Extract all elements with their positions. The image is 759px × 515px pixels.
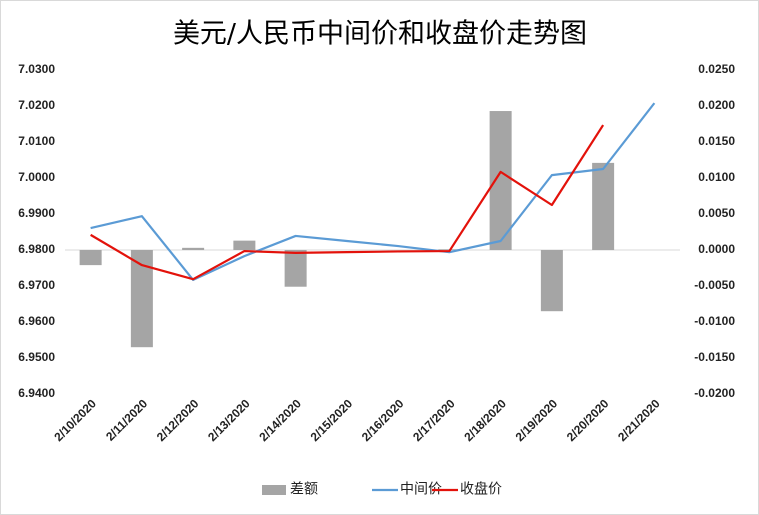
bar — [489, 111, 512, 250]
y2-tick-label: -0.0100 — [694, 314, 735, 328]
line — [90, 124, 605, 281]
y2-tick-label: 0.0250 — [698, 62, 735, 76]
line — [90, 102, 656, 281]
y2-tick-label: 0.0100 — [698, 170, 735, 184]
y2-tick-label: 0.0150 — [698, 134, 735, 148]
bar — [540, 250, 563, 312]
y-tick-label: 6.9500 — [18, 350, 55, 364]
y-tick-label: 7.0300 — [18, 62, 55, 76]
y2-tick-label: 0.0000 — [698, 242, 735, 256]
y-tick-label: 6.9900 — [18, 206, 55, 220]
bar — [182, 247, 205, 250]
y2-tick-label: -0.0050 — [694, 278, 735, 292]
bar — [284, 250, 307, 287]
y2-tick-label: -0.0200 — [694, 386, 735, 400]
y-tick-label: 7.0200 — [18, 98, 55, 112]
y-tick-label: 6.9400 — [18, 386, 55, 400]
y2-tick-label: -0.0150 — [694, 350, 735, 364]
y2-tick-label: 0.0200 — [698, 98, 735, 112]
bar — [79, 250, 102, 266]
bar — [130, 250, 153, 348]
legend-label: 中间价 — [400, 481, 442, 497]
legend-label: 收盘价 — [460, 481, 502, 497]
legend-label: 差额 — [290, 481, 318, 497]
y2-tick-label: 0.0050 — [698, 206, 735, 220]
y-tick-label: 6.9800 — [18, 242, 55, 256]
y-tick-label: 6.9700 — [18, 278, 55, 292]
chart-title: 美元/人民币中间价和收盘价走势图 — [173, 19, 587, 50]
bar — [233, 240, 256, 250]
legend-swatch — [262, 485, 286, 495]
bar — [592, 162, 615, 250]
y-tick-label: 7.0000 — [18, 170, 55, 184]
y-tick-label: 6.9600 — [18, 314, 55, 328]
y-tick-label: 7.0100 — [18, 134, 55, 148]
